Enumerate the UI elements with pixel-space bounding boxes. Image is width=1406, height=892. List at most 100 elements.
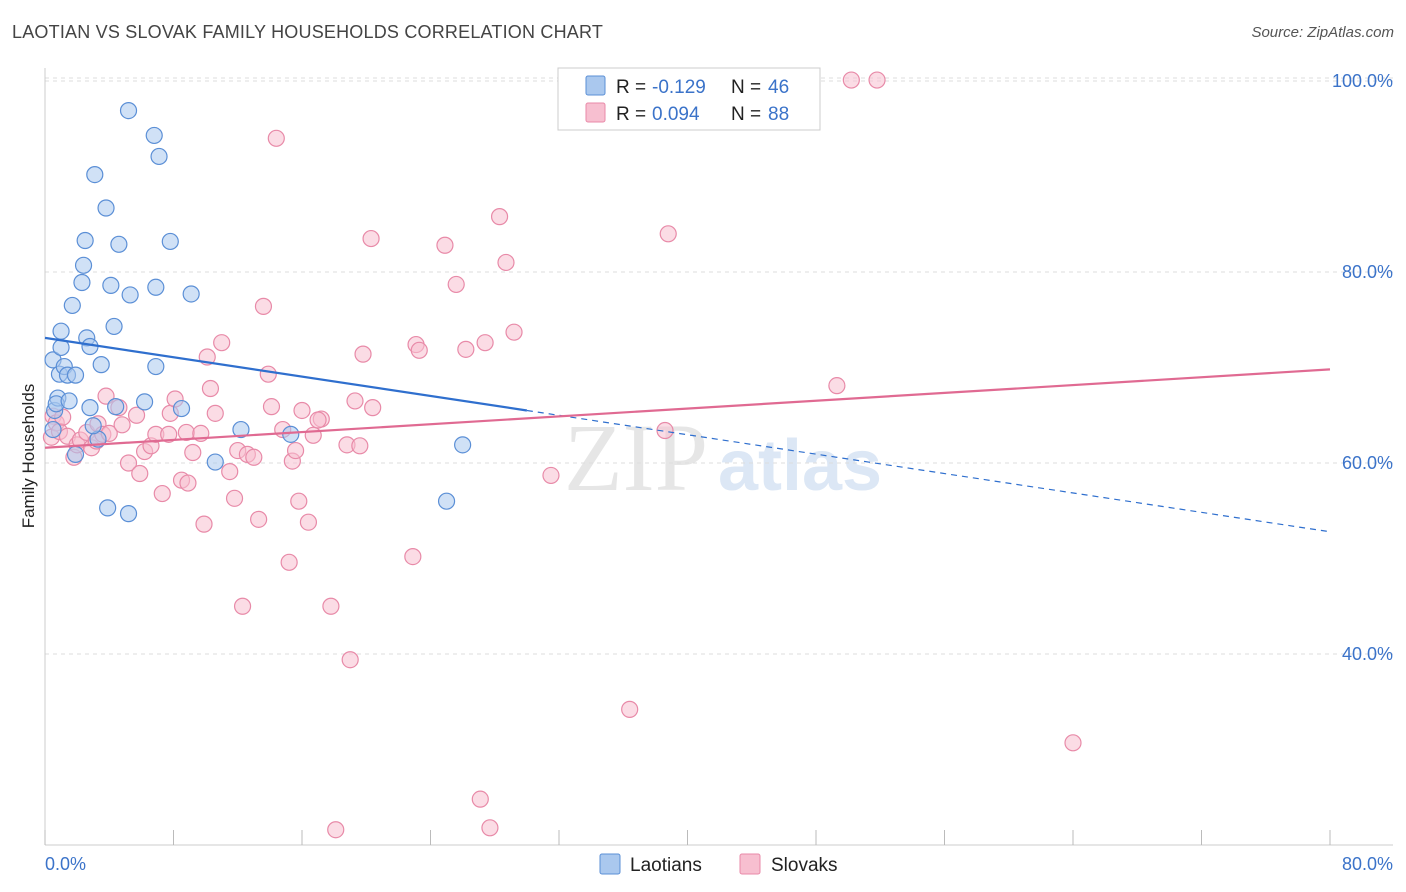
point-slovaks-84 (842, 71, 860, 89)
point-slovaks-25 (160, 425, 178, 443)
point-laotians-6 (52, 322, 70, 340)
point-laotians-25 (102, 276, 120, 294)
point-slovaks-41 (233, 597, 252, 615)
point-laotians-10 (60, 392, 78, 410)
legend-swatch-laotians (585, 75, 606, 96)
legend-n-value-laotians: 46 (768, 77, 789, 98)
point-laotians-42 (282, 425, 300, 443)
point-slovaks-61 (341, 651, 359, 669)
point-slovaks-39 (225, 489, 244, 507)
point-slovaks-77 (497, 253, 515, 272)
point-slovaks-19 (127, 406, 146, 424)
point-slovaks-75 (481, 819, 499, 837)
point-slovaks-20 (131, 464, 149, 483)
point-slovaks-64 (354, 345, 372, 363)
point-slovaks-59 (327, 821, 345, 839)
point-slovaks-50 (280, 553, 298, 571)
point-laotians-36 (150, 147, 168, 166)
point-slovaks-53 (290, 492, 308, 510)
series-legend-swatch-slovaks (739, 853, 761, 875)
point-slovaks-65 (362, 229, 380, 248)
series-laotians-points (44, 102, 472, 523)
legend-n-label-laotians: N = (731, 77, 761, 98)
point-slovaks-79 (542, 466, 560, 485)
point-slovaks-70 (436, 236, 454, 254)
point-slovaks-63 (351, 437, 369, 455)
series-legend-swatch-laotians (599, 853, 621, 875)
point-slovaks-54 (293, 401, 311, 420)
point-slovaks-62 (346, 392, 364, 410)
y-tick-label-100: 100.0% (1332, 71, 1393, 91)
watermark-atlas: atlas (718, 426, 882, 506)
point-slovaks-30 (179, 474, 197, 492)
point-slovaks-82 (659, 225, 677, 243)
point-laotians-45 (84, 417, 102, 435)
point-laotians-39 (182, 285, 200, 303)
point-slovaks-52 (286, 441, 305, 460)
y-tick-label-40: 40.0% (1342, 644, 1393, 664)
legend-swatch-slovaks (585, 102, 606, 123)
gridlines (45, 77, 1393, 655)
point-laotians-40 (206, 453, 224, 471)
point-slovaks-69 (410, 341, 428, 359)
point-slovaks-85 (868, 71, 886, 89)
legend-r-value-laotians: -0.129 (652, 77, 706, 98)
y-tick-label-80: 80.0% (1342, 262, 1393, 282)
trend-lines (44, 336, 1331, 533)
point-slovaks-24 (153, 484, 171, 503)
point-slovaks-33 (195, 515, 213, 533)
x-tick-label-max: 80.0% (1342, 854, 1393, 874)
point-laotians-27 (107, 398, 125, 416)
point-laotians-2 (44, 420, 62, 439)
point-laotians-11 (63, 296, 81, 315)
point-laotians-22 (92, 356, 110, 374)
point-slovaks-47 (262, 398, 281, 416)
point-slovaks-14 (97, 387, 115, 405)
source-credit: Source: ZipAtlas.com (1251, 24, 1394, 41)
y-tick-labels: 40.0% 60.0% 80.0% 100.0% (1332, 71, 1393, 664)
legend-r-label-laotians: R = (616, 77, 646, 98)
point-laotians-13 (66, 445, 85, 464)
legend-n-label-slovaks: N = (731, 104, 761, 125)
point-laotians-20 (86, 165, 104, 184)
legend-n-value-slovaks: 88 (768, 104, 789, 125)
x-ticks (44, 830, 1331, 845)
point-slovaks-87 (309, 411, 327, 429)
point-laotians-43 (437, 492, 456, 510)
point-laotians-33 (145, 126, 163, 145)
watermark-zip: ZIP (564, 404, 708, 511)
point-laotians-31 (121, 286, 139, 304)
point-slovaks-58 (322, 597, 340, 615)
point-laotians-12 (66, 366, 85, 384)
axes (44, 68, 1393, 846)
point-laotians-14 (73, 273, 91, 292)
point-slovaks-78 (505, 323, 523, 341)
point-slovaks-35 (201, 379, 220, 398)
point-laotians-16 (76, 231, 94, 250)
point-laotians-19 (81, 399, 99, 417)
point-laotians-26 (105, 317, 123, 336)
point-slovaks-17 (113, 416, 131, 434)
point-laotians-37 (161, 232, 179, 251)
point-slovaks-45 (254, 297, 273, 315)
point-slovaks-83 (828, 377, 846, 395)
point-laotians-28 (110, 235, 128, 253)
legend-r-value-slovaks: 0.094 (652, 104, 700, 125)
series-legend: Laotians Slovaks (599, 853, 838, 876)
x-tick-label-min: 0.0% (45, 854, 86, 874)
point-slovaks-48 (267, 129, 285, 147)
point-slovaks-81 (656, 421, 674, 440)
trend-line-laotians-extension (526, 409, 1331, 533)
chart-title: LAOTIAN VS SLOVAK FAMILY HOUSEHOLDS CORR… (12, 22, 604, 42)
point-slovaks-80 (621, 700, 639, 718)
point-slovaks-71 (447, 275, 465, 294)
point-slovaks-18 (119, 454, 138, 472)
point-slovaks-86 (1064, 734, 1082, 752)
point-slovaks-74 (476, 334, 494, 352)
point-slovaks-46 (259, 365, 277, 383)
legend-r-label-slovaks: R = (616, 104, 646, 125)
point-laotians-15 (74, 256, 93, 274)
point-slovaks-73 (471, 790, 489, 808)
y-tick-label-60: 60.0% (1342, 453, 1393, 473)
